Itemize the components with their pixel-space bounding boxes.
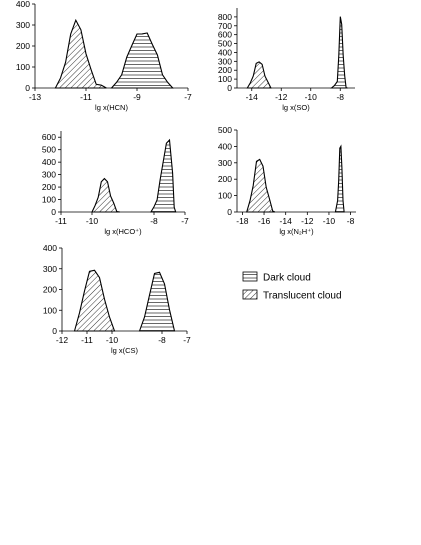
panel-4-xtick-label: -8 <box>347 216 355 226</box>
panel-3-xtick-label: -10 <box>86 216 99 226</box>
panel-5-xtick-label: -7 <box>183 335 191 345</box>
panel-3-ytick-label: 600 <box>42 132 56 142</box>
panel-2-ytick-label: 400 <box>218 47 232 57</box>
panel-5-ytick-label: 300 <box>43 264 57 274</box>
panel-1-ytick-label: 100 <box>16 62 30 72</box>
panel-3-xtick-label: -8 <box>150 216 158 226</box>
panel-1-series-dark <box>110 32 174 89</box>
panel-1-ytick-label: 0 <box>25 83 30 93</box>
panel-5-xtick-label: -11 <box>81 335 93 345</box>
panel-3-xtick-label: -7 <box>181 216 189 226</box>
panel-2-ytick-label: 100 <box>218 74 232 84</box>
panel-5-series-dark <box>138 271 176 332</box>
legend: Dark cloud Translucent cloud <box>242 271 342 302</box>
panel-2-xlabel: lg x(SO) <box>282 103 310 112</box>
panel-1-series-translucent <box>54 18 107 89</box>
panel-5: 0 100 200 300 400 -12 -11 -10 -8 -7 lg x(CS) <box>43 243 191 355</box>
panel-1-ytick-label: 400 <box>16 0 30 9</box>
panel-4-ytick-label: 500 <box>218 125 232 135</box>
legend-label-dark: Dark cloud <box>263 273 311 284</box>
panel-5-ytick-label: 100 <box>43 305 57 315</box>
legend-label-translucent: Translucent cloud <box>263 291 342 302</box>
panel-4-ytick-label: 200 <box>218 174 232 184</box>
panel-5-xtick-label: -10 <box>106 335 119 345</box>
panel-5-ytick-label: 200 <box>43 285 57 295</box>
panel-3-xtick-label: -11 <box>55 216 67 226</box>
panel-1-xlabel: lg x(HCN) <box>95 103 128 112</box>
panel-4-xtick-label: -16 <box>258 216 271 226</box>
panel-5-series-translucent <box>73 269 116 332</box>
panel-4-xtick-label: -10 <box>323 216 336 226</box>
panel-4-xtick-label: -12 <box>301 216 314 226</box>
panel-2-ytick-label: 300 <box>218 56 232 66</box>
legend-swatch-dark <box>242 271 258 282</box>
panel-4-ytick-label: 400 <box>218 141 232 151</box>
panel-2-ytick-label: 800 <box>218 12 232 22</box>
panel-1-ytick-label: 300 <box>16 20 30 30</box>
panel-3-ytick-label: 400 <box>42 157 56 167</box>
panel-4-xtick-label: -14 <box>280 216 293 226</box>
panel-2-xtick-label: -12 <box>275 92 288 102</box>
panel-1-xtick-label: -9 <box>133 92 141 102</box>
panel-3-series-dark <box>149 138 177 213</box>
panel-2-ytick-label: 200 <box>218 65 232 75</box>
panel-1-xtick-label: -7 <box>184 92 192 102</box>
panel-2-xtick-label: -10 <box>305 92 318 102</box>
panel-5-ytick-label: 400 <box>43 243 57 253</box>
panel-3-xlabel: lg x(HCO⁺) <box>104 227 142 236</box>
panel-4-series-dark <box>334 144 345 213</box>
panel-3-ytick-label: 200 <box>42 182 56 192</box>
panel-1-ytick-label: 200 <box>16 41 30 51</box>
panel-2-ytick-label: 600 <box>218 30 232 40</box>
panel-2-xtick-label: -8 <box>336 92 344 102</box>
panel-2-ytick-label: 0 <box>227 83 232 93</box>
panel-1-xtick-label: -11 <box>80 92 92 102</box>
panel-4: 0 100 200 300 400 500 -18 -16 -14 -12 -10 -8 lg x(N₂… <box>218 125 356 236</box>
panel-2-xtick-label: -14 <box>246 92 259 102</box>
panel-5-ytick-label: 0 <box>52 326 57 336</box>
panel-2-series-translucent <box>246 61 272 89</box>
panel-3-ytick-label: 0 <box>51 207 56 217</box>
panel-3: 0 100 200 300 400 500 600 -11 -10 -8 -7 lg x(HCO⁺) <box>42 131 189 236</box>
panel-1: 0 100 200 300 400 -13 -11 -9 -7 lg x(HCN) <box>16 0 192 112</box>
panel-5-xlabel: lg x(CS) <box>111 346 139 355</box>
panel-5-xtick-label: -12 <box>56 335 69 345</box>
panel-3-ytick-label: 300 <box>42 170 56 180</box>
legend-swatch-translucent <box>242 289 258 300</box>
panel-4-series-translucent <box>245 158 276 213</box>
panel-3-series-translucent <box>91 177 120 213</box>
panel-4-ytick-label: 300 <box>218 158 232 168</box>
panel-3-ytick-label: 100 <box>42 195 56 205</box>
panel-3-ytick-label: 500 <box>42 145 56 155</box>
panel-2-series-dark <box>329 16 348 89</box>
panel-4-ytick-label: 0 <box>227 207 232 217</box>
panel-4-xlabel: lg x(N₂H⁺) <box>279 227 314 236</box>
panel-1-xtick-label: -13 <box>29 92 42 102</box>
panel-5-xtick-label: -8 <box>158 335 166 345</box>
panel-2-ytick-label: 700 <box>218 21 232 31</box>
panel-4-ytick-label: 100 <box>218 191 232 201</box>
panel-4-xtick-label: -18 <box>236 216 249 226</box>
panel-2-ytick-label: 500 <box>218 39 232 49</box>
